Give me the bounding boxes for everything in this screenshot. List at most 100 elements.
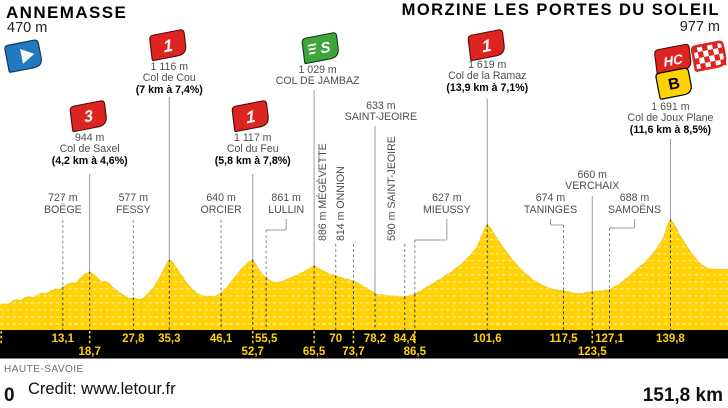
km-marker: 78,2: [363, 332, 387, 345]
point-elevation: 633 m: [366, 99, 396, 112]
point-name: Col de la Ramaz: [448, 70, 527, 83]
point-label: 1 117 m Col du Feu (5,8 km à 7,8%): [214, 131, 291, 168]
point-elevation: 727 m: [48, 192, 78, 204]
km-marker: 101,6: [472, 332, 502, 345]
km-marker: 55,5: [254, 332, 278, 345]
point-elevation: 577 m: [118, 192, 149, 204]
point-label: 944 m Col de Saxel (4,2 km à 4,6%): [51, 131, 128, 168]
km-marker: 27,8: [122, 332, 145, 345]
elevation-profile-area: [0, 219, 728, 330]
point-elevation: 1 619 m: [468, 58, 507, 71]
point-elevation: 814 m: [334, 211, 347, 241]
distance-band: [0, 330, 728, 359]
km-marker: 52,7: [241, 345, 264, 358]
start-city-elevation: 470 m: [7, 20, 48, 36]
point-label: 577 m FESSY: [115, 192, 151, 217]
point-label-vertical: 814 m ONNION: [334, 166, 347, 241]
point-name: SAINT-JEOIRE: [386, 136, 399, 209]
point-gradient: (4,2 km à 4,6%): [51, 155, 128, 168]
point-label: 633 m SAINT-JEOIRE: [344, 99, 418, 125]
point-label: 727 m BOËGE: [43, 192, 82, 217]
point-name: Col de Saxel: [59, 143, 120, 156]
km-marker: 65,5: [302, 345, 326, 358]
category-1-flag: 1: [231, 100, 269, 133]
start-city-name: ANNEMASSE: [6, 3, 128, 22]
point-label: 660 m VERCHAIX: [565, 168, 619, 194]
km-marker: 70: [329, 332, 343, 345]
distance-band-bar: [0, 330, 728, 359]
point-name: Col de Cou: [142, 72, 196, 85]
point-elevation: 1 117 m: [233, 131, 272, 144]
point-label-vertical: 590 m SAINT-JEOIRE: [386, 136, 399, 241]
flag-text: 3: [83, 108, 94, 127]
profile-top-edge: [0, 218, 728, 306]
depart-flag: [4, 39, 42, 73]
point-name: MIEUSSY: [422, 203, 471, 216]
point-name: Col de Joux Plane: [627, 112, 714, 125]
flag-text: S: [320, 39, 332, 58]
point-elevation: 640 m: [206, 192, 236, 204]
km-zero-label: 0: [4, 385, 15, 406]
point-gradient: (7 km à 7,4%): [135, 84, 203, 97]
flag-text: 1: [245, 107, 257, 128]
point-elevation: 1 691 m: [651, 100, 690, 113]
finish-city-name: MORZINE LES PORTES DU SOLEIL: [401, 1, 720, 19]
km-marker: 13,1: [51, 332, 75, 345]
km-marker: 117,5: [549, 332, 578, 345]
category-1-flag: 1: [149, 29, 187, 62]
point-elevation: 590 m: [386, 211, 399, 241]
km-marker: 46,1: [209, 332, 233, 345]
point-label: 627 m MIEUSSY: [422, 192, 471, 217]
point-elevation: 1 116 m: [150, 60, 189, 73]
point-name: COL DE JAMBAZ: [275, 75, 360, 88]
point-elevation: 886 m: [317, 211, 330, 241]
point-elevation: 944 m: [74, 131, 105, 144]
point-name: SAMOËNS: [608, 203, 662, 216]
sprint-flag: S: [301, 32, 339, 65]
point-label: 861 m LULLIN: [268, 192, 305, 217]
category-3-flag: 3: [69, 100, 107, 133]
point-name: BOËGE: [43, 203, 82, 216]
km-marker: 139,8: [656, 332, 685, 345]
category-1-flag: 1: [467, 29, 505, 62]
point-gradient: (13,9 km à 7,1%): [446, 82, 529, 95]
km-marker: 18,7: [78, 345, 101, 358]
point-elevation: 1 029 m: [298, 63, 337, 76]
point-name: ONNION: [334, 166, 347, 209]
point-label: 674 m TANINGES: [523, 192, 578, 217]
point-label: 1 116 m Col de Cou (7 km à 7,4%): [135, 60, 203, 97]
point-label-vertical: 886 m MÉGÈVETTE: [317, 143, 330, 241]
km-marker: 84,4: [393, 332, 416, 345]
point-label: 640 m ORCIER: [200, 192, 242, 217]
point-label: 1 029 m COL DE JAMBAZ: [275, 63, 360, 89]
km-marker: 35,3: [158, 332, 181, 345]
point-name: LULLIN: [268, 203, 305, 216]
point-elevation: 674 m: [535, 192, 566, 204]
point-name: ORCIER: [200, 203, 242, 216]
point-gradient: (11,6 km à 8,5%): [629, 124, 712, 137]
point-name: SAINT-JEOIRE: [344, 111, 418, 124]
km-marker: 86,5: [403, 345, 427, 358]
point-elevation: 688 m: [619, 192, 650, 204]
flag-text: B: [667, 75, 682, 94]
point-name: FESSY: [115, 203, 151, 216]
point-label: 688 m SAMOËNS: [608, 192, 662, 217]
hors-categorie-flag: HC: [654, 43, 692, 76]
department-label: HAUTE-SAVOIE: [4, 364, 84, 375]
bonus-b-flag: B: [655, 67, 692, 100]
finish-city-elevation: 977 m: [679, 19, 720, 35]
finish-checkered-flag: [690, 40, 727, 72]
point-gradient: (5,8 km à 7,8%): [214, 155, 291, 168]
point-elevation: 660 m: [577, 168, 607, 181]
point-elevation: 627 m: [432, 192, 462, 204]
point-label: 1 619 m Col de la Ramaz (13,9 km à 7,1%): [446, 58, 529, 95]
credit-label: Credit: www.letour.fr: [28, 380, 176, 398]
point-name: TANINGES: [523, 203, 578, 216]
flag-text: 1: [481, 36, 493, 57]
km-marker: 127,1: [595, 332, 624, 345]
flag-text: 1: [162, 36, 174, 57]
km-marker: 123,5: [577, 345, 607, 358]
